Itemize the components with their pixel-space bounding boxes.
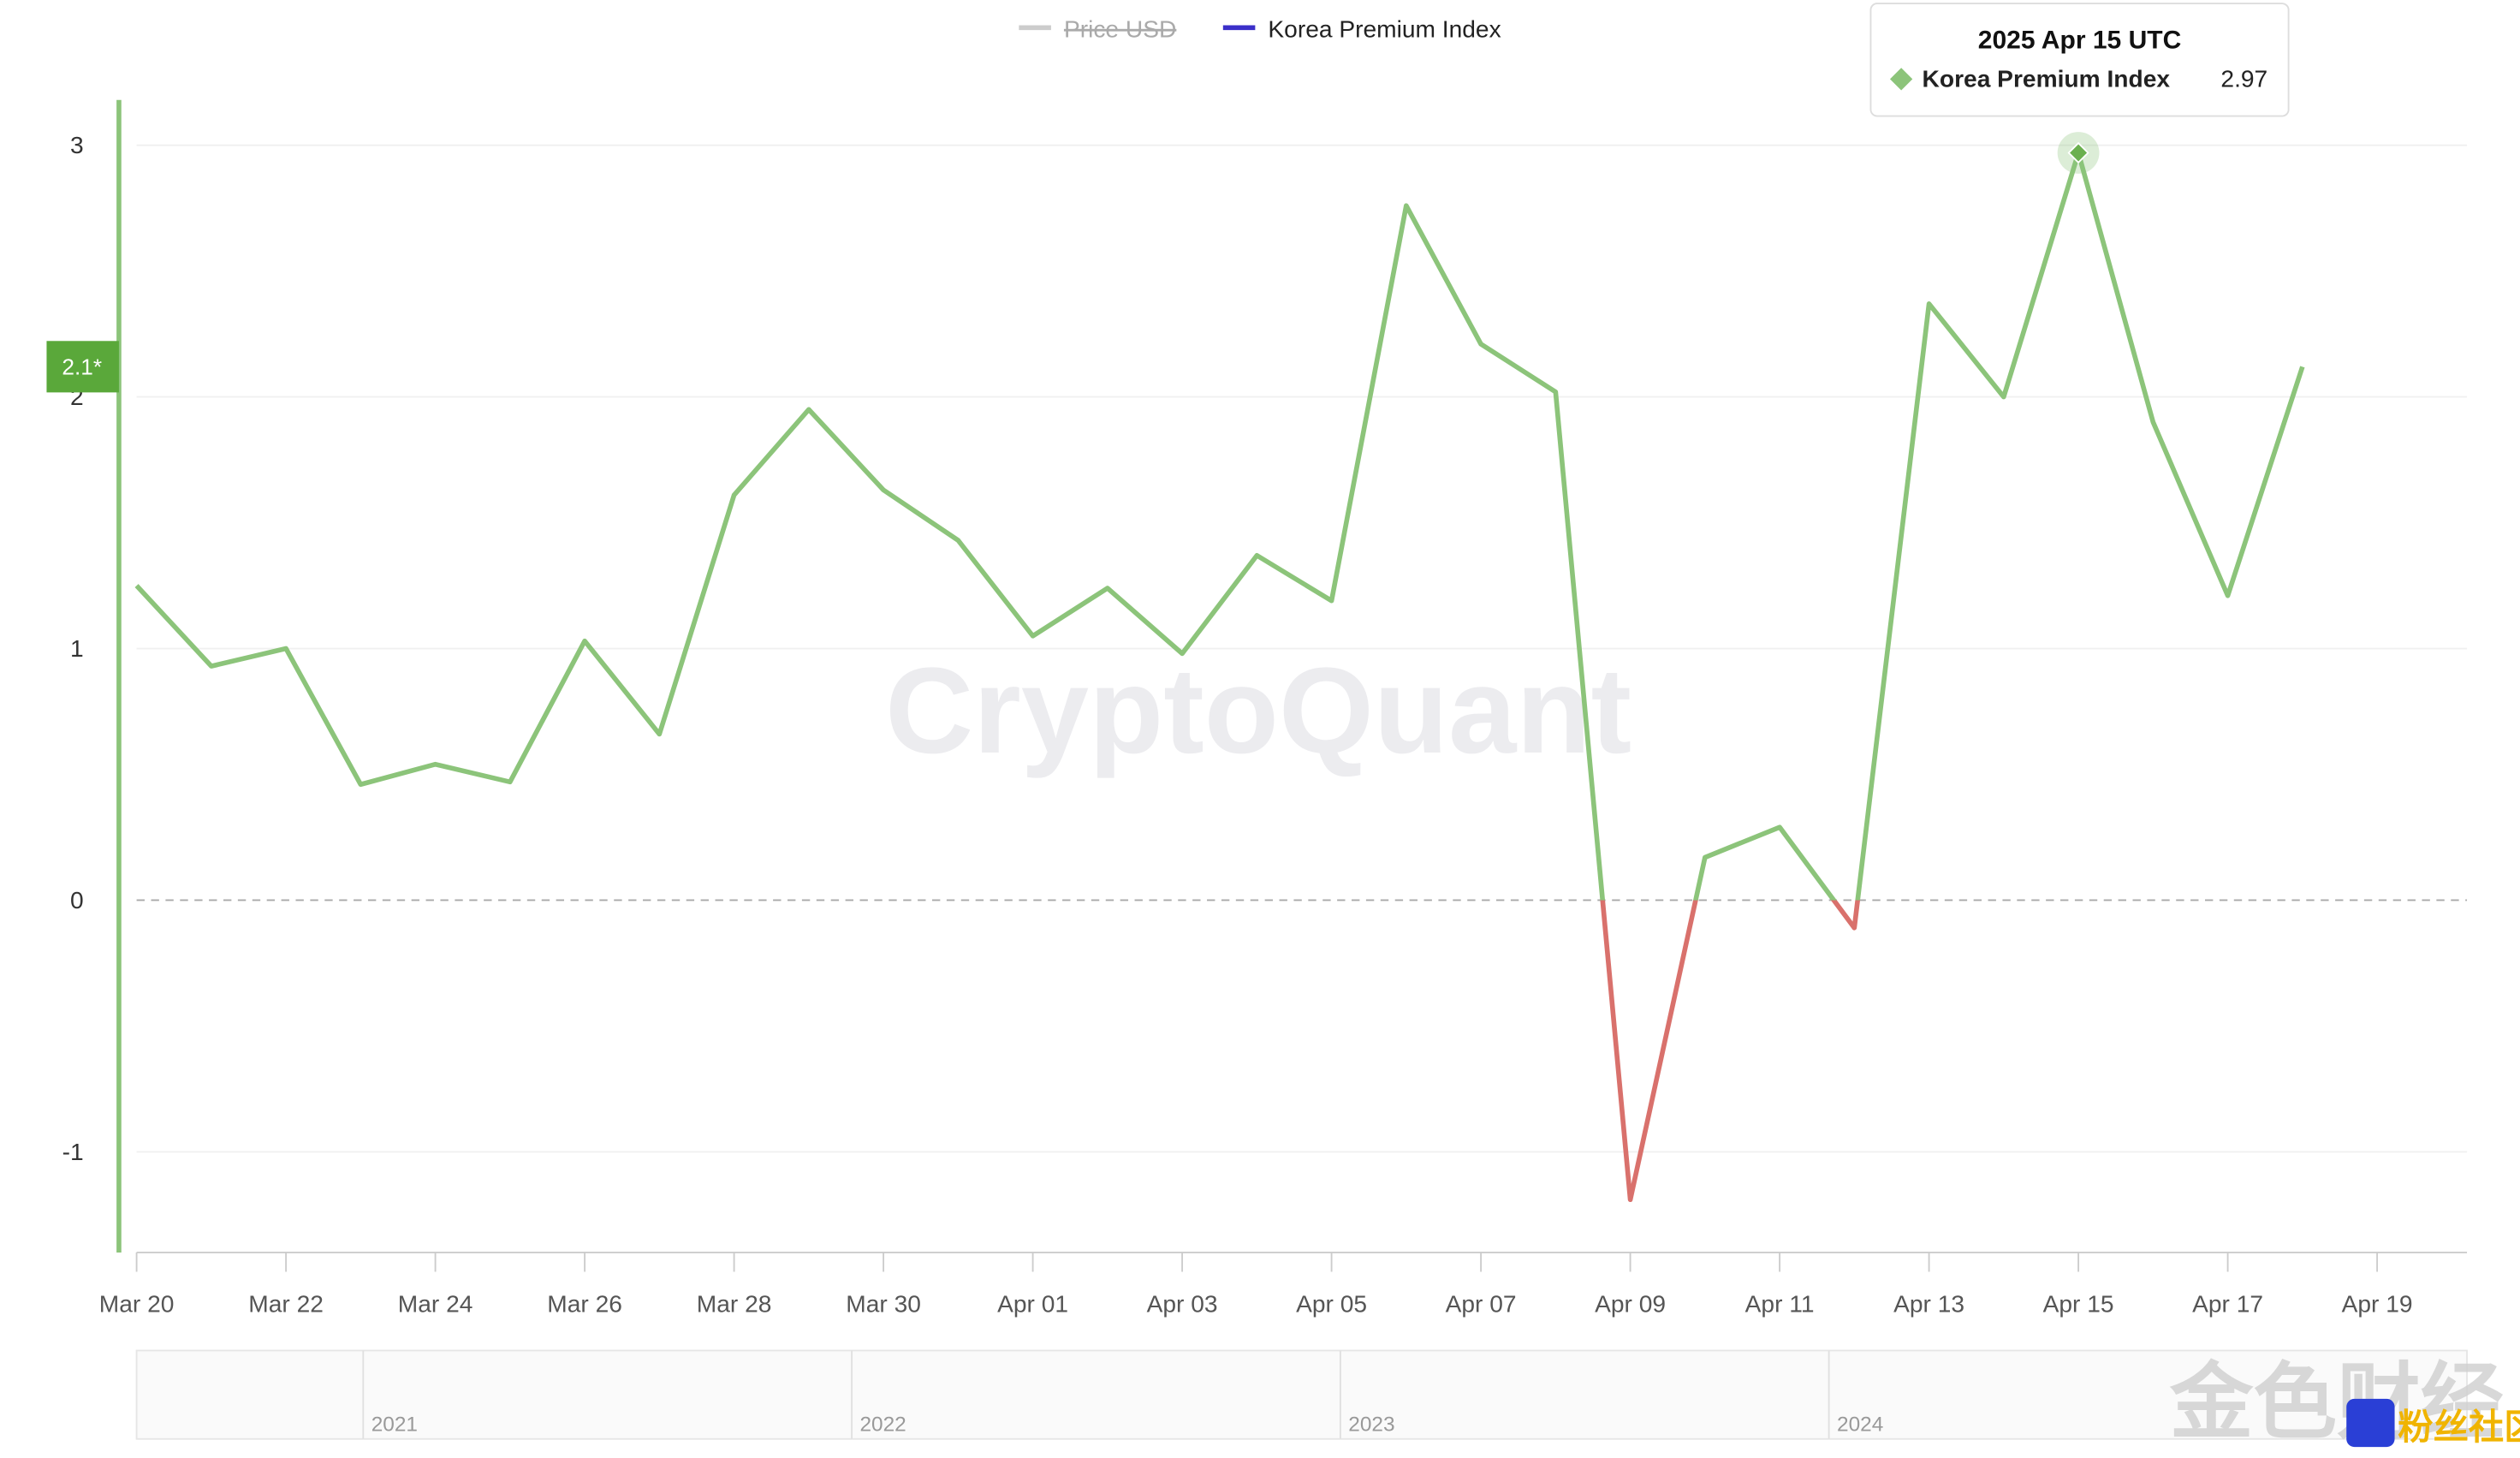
x-tick-label: Mar 24 (398, 1290, 473, 1317)
navigator-label: 2024 (1837, 1413, 1883, 1436)
data-line-positive (134, 150, 2305, 901)
watermark: CryptoQuant (885, 643, 1631, 779)
x-tick-label: Apr 17 (2192, 1290, 2263, 1317)
corner-logo (2346, 1398, 2395, 1448)
tooltip-box (1869, 3, 2290, 117)
x-tick-label: Apr 03 (1147, 1290, 1218, 1317)
x-tick-label: Mar 22 (248, 1290, 324, 1317)
tooltip-series: Korea Premium Index (1923, 66, 2171, 92)
y-tick-label: 0 (70, 887, 84, 913)
x-tick-label: Apr 01 (997, 1290, 1068, 1317)
navigator-label: 2022 (859, 1413, 906, 1436)
navigator-label: 2021 (371, 1413, 418, 1436)
x-tick-label: Mar 28 (697, 1290, 772, 1317)
y-tick-label: 3 (70, 132, 84, 158)
x-tick-label: Apr 05 (1296, 1290, 1367, 1317)
hover-marker (2067, 141, 2089, 164)
corner-watermark-2: 粉丝社区 (2398, 1407, 2520, 1447)
y-tick-label: 1 (70, 635, 84, 662)
navigator (135, 1349, 2468, 1440)
last-value-badge (46, 341, 119, 393)
x-tick-label: Apr 15 (2043, 1290, 2114, 1317)
navigator-label: 2023 (1348, 1413, 1394, 1436)
x-tick-label: Apr 07 (1446, 1290, 1517, 1317)
legend-label[interactable]: Price USD (1064, 16, 1176, 43)
tooltip-value: 2.97 (2220, 66, 2267, 92)
last-value-label: 2.1* (62, 354, 102, 380)
tooltip-title: 2025 Apr 15 UTC (1978, 27, 2182, 55)
x-tick-label: Mar 30 (846, 1290, 921, 1317)
legend-label[interactable]: Korea Premium Index (1268, 16, 1501, 43)
x-tick-label: Apr 11 (1745, 1290, 1815, 1317)
y-tick-label: -1 (62, 1139, 84, 1165)
x-tick-label: Apr 13 (1893, 1290, 1964, 1317)
corner-watermark: 金色财经 (2169, 1355, 2505, 1449)
x-tick-label: Mar 20 (99, 1290, 175, 1317)
x-tick-label: Apr 19 (2342, 1290, 2413, 1317)
x-tick-label: Apr 09 (1595, 1290, 1666, 1317)
x-tick-label: Mar 26 (547, 1290, 622, 1317)
